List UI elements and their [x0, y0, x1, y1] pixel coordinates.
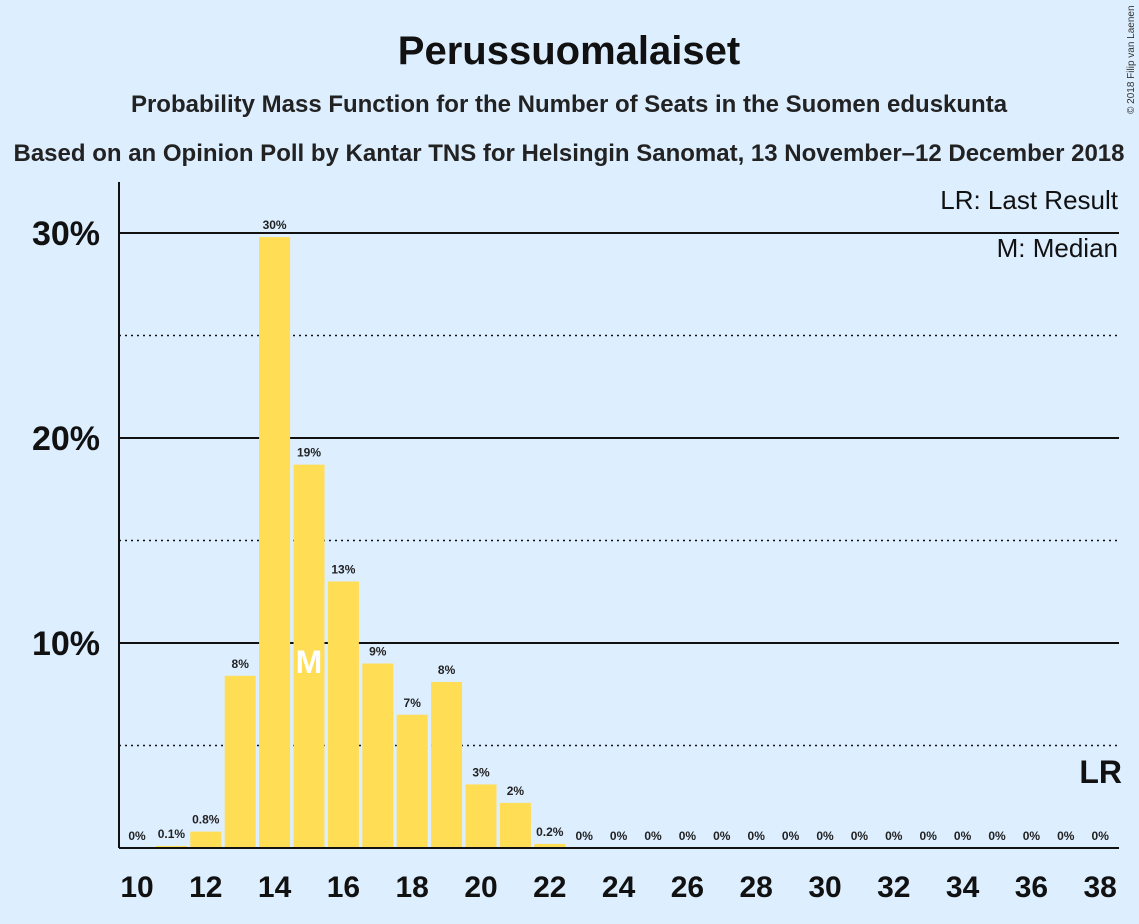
data-label-25: 0%: [644, 829, 662, 843]
x-tick-label: 26: [671, 871, 704, 904]
chart-subtitle: Probability Mass Function for the Number…: [131, 91, 1008, 118]
legend-median: M: Median: [997, 233, 1118, 263]
legend-last-result: LR: Last Result: [940, 185, 1119, 215]
y-tick-label: 20%: [32, 420, 100, 458]
data-label-38: 0%: [1092, 829, 1110, 843]
x-tick-label: 14: [258, 871, 292, 904]
data-label-20: 3%: [472, 765, 490, 779]
bar-21: [499, 802, 531, 848]
bar-20: [465, 784, 497, 848]
x-tick-label: 18: [396, 871, 429, 904]
x-tick-label: 38: [1084, 871, 1117, 904]
bar-12: [190, 831, 222, 848]
data-label-21: 2%: [507, 784, 525, 798]
x-tick-label: 16: [327, 871, 360, 904]
data-label-15: 19%: [297, 446, 321, 460]
data-label-31: 0%: [851, 829, 869, 843]
x-tick-label: 22: [533, 871, 566, 904]
data-labels: 0% 0.1% 0.8% 8% 30% 19% M 13% 9% 7% 8% 3% 2% 0.2% 0% 0%…: [128, 218, 1109, 843]
data-label-11: 0.1%: [158, 827, 186, 841]
data-label-35: 0%: [988, 829, 1006, 843]
data-label-33: 0%: [920, 829, 938, 843]
y-tick-label: 30%: [32, 215, 100, 253]
data-label-29: 0%: [782, 829, 800, 843]
bar-14: [259, 237, 291, 849]
bar-17: [362, 663, 394, 848]
bar-18: [396, 714, 428, 848]
x-tick-label: 30: [808, 871, 841, 904]
data-label-12: 0.8%: [192, 813, 220, 827]
data-label-28: 0%: [748, 829, 766, 843]
bar-19: [431, 681, 463, 848]
data-label-16: 13%: [331, 563, 355, 577]
y-tick-label: 10%: [32, 625, 100, 663]
data-label-30: 0%: [816, 829, 834, 843]
x-tick-label: 20: [464, 871, 497, 904]
data-label-10: 0%: [128, 829, 146, 843]
x-tick-labels: 10 12 14 16 18 20 22 24 26 28 30 32 34 36 38: [120, 871, 1117, 904]
data-label-18: 7%: [404, 696, 422, 710]
data-label-37: 0%: [1057, 829, 1075, 843]
data-label-24: 0%: [610, 829, 628, 843]
median-marker: M: [296, 644, 323, 680]
data-label-17: 9%: [369, 645, 387, 659]
data-label-19: 8%: [438, 663, 456, 677]
copyright-text: © 2018 Filip van Laenen: [1126, 5, 1137, 114]
x-tick-label: 24: [602, 871, 636, 904]
bar-16: [327, 581, 359, 848]
data-label-13: 8%: [232, 657, 250, 671]
x-tick-label: 12: [189, 871, 222, 904]
x-tick-label: 36: [1015, 871, 1048, 904]
bar-13: [224, 675, 256, 848]
axes: [118, 182, 1119, 849]
x-tick-label: 32: [877, 871, 910, 904]
last-result-marker: LR: [1079, 754, 1122, 790]
y-tick-labels: 10% 20% 30%: [32, 215, 100, 663]
bars: [155, 237, 566, 849]
data-label-22: 0.2%: [536, 825, 564, 839]
data-label-23: 0%: [576, 829, 594, 843]
x-tick-label: 34: [946, 871, 980, 904]
bar-11: [155, 845, 187, 848]
data-label-14: 30%: [263, 218, 287, 232]
data-label-36: 0%: [1023, 829, 1041, 843]
x-tick-label: 28: [740, 871, 773, 904]
bar-15: [293, 464, 325, 848]
chart-title: Perussuomalaiset: [398, 29, 740, 73]
x-tick-label: 10: [120, 871, 153, 904]
bar-22: [534, 843, 566, 848]
data-label-26: 0%: [679, 829, 697, 843]
chart-subtitle-source: Based on an Opinion Poll by Kantar TNS f…: [14, 140, 1125, 167]
data-label-27: 0%: [713, 829, 731, 843]
data-label-32: 0%: [885, 829, 903, 843]
data-label-34: 0%: [954, 829, 972, 843]
